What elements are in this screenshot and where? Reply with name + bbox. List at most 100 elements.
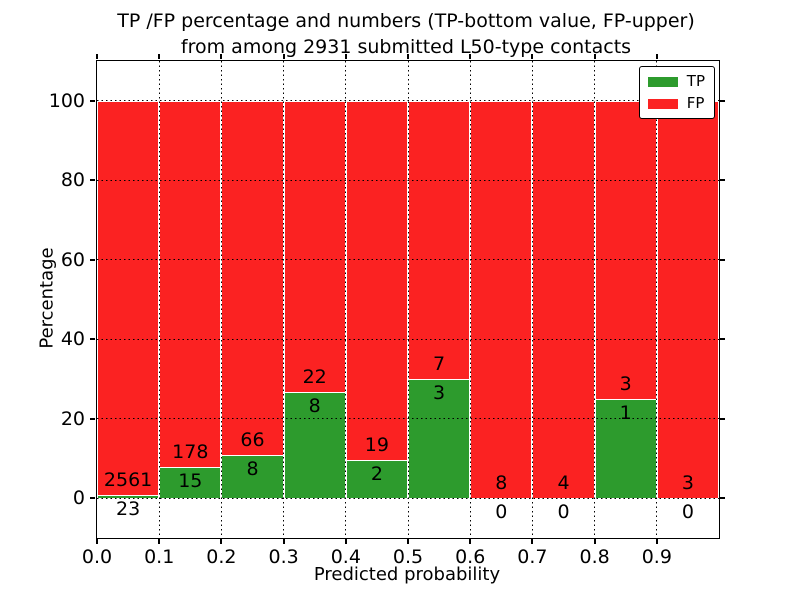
y-tick-label: 60: [60, 248, 85, 271]
bar-fp-segment: [345, 100, 408, 461]
y-tick-mark: [90, 99, 95, 102]
legend-label-fp: FP: [686, 94, 705, 112]
plot-inner: 2561 23 178 15 66 8 22 8 19 2 7 3 8 0 4 0 3 1 3 0 0.0 0.1 0.2 0…: [49, 54, 725, 568]
bar-tp-segment: [408, 379, 471, 499]
fp-count-label: 7: [433, 353, 446, 375]
grid-line-v: [220, 61, 222, 538]
tp-count-label: 0: [495, 501, 508, 524]
y-tick-mark: [90, 497, 95, 500]
x-tick-label: 0.6: [455, 546, 486, 568]
grid-line-v: [469, 61, 471, 538]
tp-count-label: 3: [433, 382, 446, 404]
bar-fp-segment: [594, 100, 657, 399]
x-tick-mark: [220, 539, 223, 544]
tp-count-label: 8: [246, 458, 259, 481]
x-tick-mark: [531, 539, 534, 544]
bar-fp-segment: [408, 100, 471, 379]
tp-count-label: 23: [116, 497, 141, 520]
bar-fp-segment: [97, 100, 160, 495]
x-tick-label: 0.4: [330, 546, 361, 568]
x-tick-mark: [282, 539, 285, 544]
bar-tp-segment: [345, 460, 408, 499]
chart-title-line2: from among 2931 submitted L50-type conta…: [180, 36, 632, 58]
y-tick-mark-right: [720, 338, 725, 341]
grid-line-v: [345, 61, 347, 538]
x-tick-mark-top: [655, 54, 658, 59]
x-tick-mark-top: [220, 54, 223, 59]
tp-count-label: 1: [619, 401, 632, 424]
x-tick-label: 0.9: [641, 546, 672, 568]
x-tick-mark-top: [344, 54, 347, 59]
x-tick-label: 0.7: [517, 546, 548, 568]
plot-area: 2561 23 178 15 66 8 22 8 19 2 7 3 8 0 4 0 3 1 3 0 0.0 0.1 0.2 0…: [49, 54, 725, 568]
grid-line-v: [531, 61, 533, 538]
legend-item-fp: FP: [647, 94, 705, 112]
bar-fp-segment: [656, 100, 719, 499]
fp-count-label: 66: [240, 429, 265, 452]
tp-count-label: 15: [178, 470, 203, 493]
y-tick-mark: [90, 417, 95, 420]
y-tick-mark-right: [720, 417, 725, 420]
bar-fp-segment: [470, 100, 533, 499]
grid-line-v: [594, 61, 596, 538]
x-tick-mark: [344, 539, 347, 544]
y-tick-label: 80: [60, 169, 85, 192]
bar-tp-segment: [221, 455, 284, 499]
legend-swatch-fp-icon: [647, 98, 678, 109]
x-tick-mark: [655, 539, 658, 544]
fp-count-label: 8: [495, 472, 508, 495]
y-tick-label: 100: [48, 89, 85, 112]
tp-count-label: 2: [370, 463, 383, 486]
fp-count-label: 4: [557, 472, 570, 495]
bar-tp-segment: [97, 494, 160, 499]
x-tick-label: 0.5: [392, 546, 424, 568]
x-tick-mark-top: [158, 54, 161, 59]
bar-fp-segment: [221, 100, 284, 456]
x-tick-mark: [158, 539, 161, 544]
chart-title-line1: TP /FP percentage and numbers (TP-bottom…: [117, 10, 695, 32]
legend-item-tp: TP: [647, 74, 705, 89]
tp-count-label: 8: [308, 395, 321, 418]
x-tick-label: 0.3: [268, 546, 299, 568]
bar-tp-segment: [594, 398, 657, 499]
legend: TP FP: [638, 66, 715, 119]
fp-count-label: 178: [172, 441, 209, 464]
grid-line-v: [407, 61, 409, 538]
fp-count-label: 22: [302, 366, 327, 389]
x-tick-mark-top: [282, 54, 285, 59]
y-tick-label: 40: [60, 328, 85, 351]
bar-fp-segment: [532, 100, 595, 499]
x-tick-mark: [407, 539, 409, 544]
fp-count-label: 2561: [103, 468, 153, 491]
bar-fp-segment: [283, 100, 346, 393]
chart-title: TP /FP percentage and numbers (TP-bottom…: [56, 8, 756, 60]
x-tick-mark: [96, 539, 98, 544]
grid-line-v: [656, 61, 658, 538]
y-tick-mark-right: [720, 179, 725, 182]
fp-count-label: 3: [619, 372, 632, 395]
fp-count-label: 3: [681, 472, 694, 495]
x-tick-mark-top: [531, 54, 534, 59]
grid-line-v: [283, 61, 285, 538]
y-tick-mark: [90, 258, 95, 261]
y-tick-label: 20: [60, 407, 85, 430]
x-tick-label: 0.2: [206, 546, 237, 568]
x-axis-label: Predicted probability: [313, 564, 501, 585]
fp-count-label: 19: [364, 434, 389, 457]
bar-tp-segment: [159, 467, 222, 499]
x-tick-label: 0.1: [144, 546, 175, 568]
tp-count-label: 0: [557, 501, 570, 524]
bar-fp-segment: [159, 100, 222, 468]
x-tick-mark: [593, 539, 596, 544]
grid-line-v: [158, 61, 160, 538]
y-tick-label: 0: [72, 487, 85, 510]
x-tick-label: 0.8: [579, 546, 610, 568]
x-tick-mark-top: [96, 54, 98, 59]
x-tick-mark-top: [407, 54, 409, 59]
x-tick-label: 0.0: [81, 546, 113, 568]
y-tick-mark-right: [720, 99, 725, 102]
legend-swatch-tp-icon: [647, 76, 678, 87]
y-tick-mark-right: [720, 258, 725, 261]
y-tick-mark-right: [720, 497, 725, 500]
